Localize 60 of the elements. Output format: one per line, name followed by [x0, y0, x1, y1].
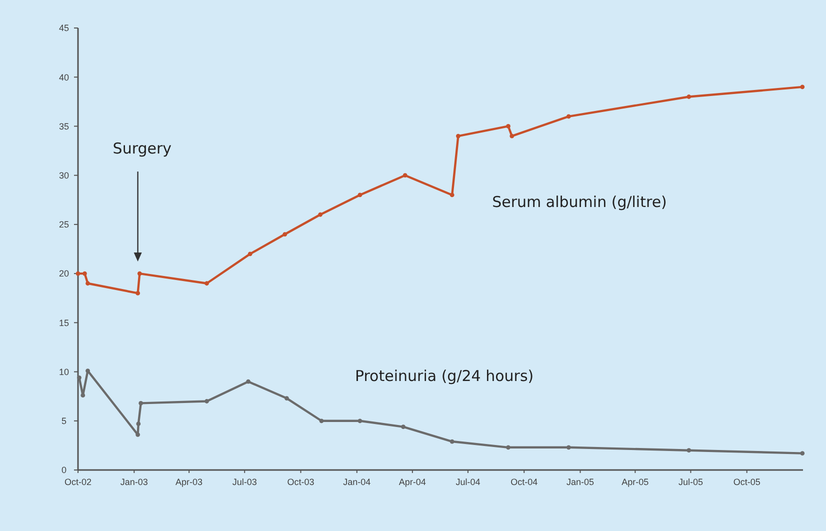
point [686, 94, 692, 99]
x-tick-label: Jan-03 [120, 477, 148, 487]
y-tick-label: 5 [61, 416, 67, 426]
x-tick-label: Jan-04 [343, 477, 371, 487]
point [136, 422, 141, 426]
point [686, 448, 692, 453]
point [450, 439, 454, 444]
point [246, 379, 250, 384]
point [82, 271, 87, 276]
text: Serum albumin (g/litre) [492, 192, 667, 211]
y-tick-label: 20 [58, 268, 70, 279]
point [402, 173, 408, 178]
y-tick-label: 40 [58, 72, 70, 82]
x-tick-label: Jul-05 [678, 477, 703, 487]
text: Proteinuria (g/24 hours) [354, 366, 534, 385]
point [284, 396, 289, 400]
y-tick-label: 30 [58, 170, 70, 180]
y-tick-label: 15 [58, 318, 70, 328]
point [450, 192, 454, 198]
y-tick-label: 45 [58, 23, 70, 34]
point [77, 375, 82, 380]
x-tick-label: Oct-05 [733, 477, 760, 487]
point [282, 232, 288, 236]
x-tick-label: Apr-04 [398, 477, 426, 487]
x-tick-label: Oct-04 [510, 477, 538, 487]
x-tick-label: Jul-04 [456, 477, 480, 487]
point [800, 84, 805, 90]
point [566, 445, 571, 450]
point [506, 445, 510, 450]
point [80, 393, 86, 398]
point [318, 212, 322, 217]
y-tick-label: 0 [61, 465, 67, 476]
y-tick-label: 35 [58, 121, 70, 132]
point [86, 281, 90, 286]
point [204, 399, 209, 404]
point [248, 252, 252, 256]
point [86, 368, 90, 373]
point [136, 432, 140, 437]
y-tick-label: 25 [58, 220, 70, 230]
x-tick-label: Oct-02 [64, 477, 92, 487]
x-tick-label: Jan-05 [566, 477, 594, 487]
point [204, 281, 209, 286]
point [506, 124, 510, 128]
point [800, 451, 805, 456]
point [401, 424, 406, 429]
x-tick-label: Apr-03 [176, 477, 203, 487]
point [137, 271, 142, 276]
x-tick-label: Jul-03 [232, 477, 257, 487]
x-tick-label: Oct-03 [287, 477, 314, 487]
point [358, 192, 362, 198]
point [319, 418, 324, 424]
x-tick-label: Apr-05 [622, 477, 649, 487]
point [138, 401, 144, 406]
point [510, 134, 514, 138]
point [456, 134, 460, 138]
point [358, 418, 362, 424]
point [566, 114, 571, 119]
annotation: Surgery [112, 140, 172, 158]
y-tick-label: 10 [58, 366, 70, 377]
point [136, 291, 140, 296]
